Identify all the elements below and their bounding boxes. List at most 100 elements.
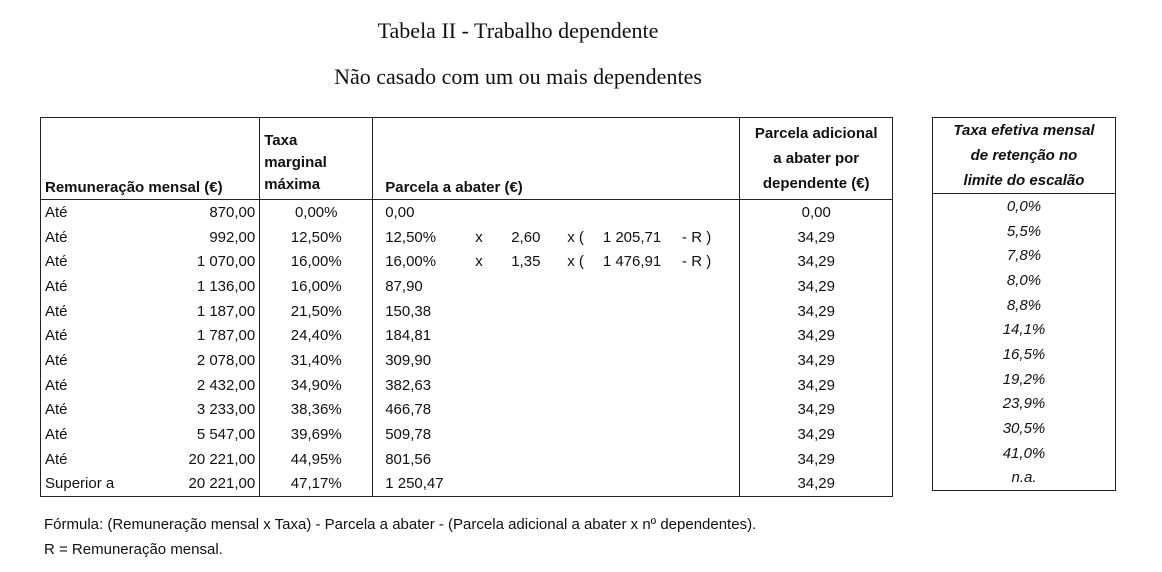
row-label: Até (45, 351, 68, 369)
formula-val: 1 476,91 (602, 253, 662, 271)
row-rate: 47,17% (259, 471, 374, 497)
row-parcela: 466,78 (372, 397, 741, 423)
side-row: 14,1% (933, 317, 1116, 342)
row-limit: 2 078,00 (118, 348, 261, 373)
header-taxa-line: Taxa (264, 132, 298, 149)
side-row: 8,0% (933, 268, 1116, 293)
row-rate: 0,00% (259, 199, 374, 225)
side-row: 7,8% (933, 243, 1116, 268)
table-row: Até 1 187,00 21,50% 150,38 34,29 (41, 298, 893, 324)
row-rate: 38,36% (259, 397, 374, 423)
row-adicional: 34,29 (797, 475, 835, 493)
row-limit: 870,00 (118, 199, 261, 225)
formula-rate: 12,50% (385, 228, 437, 246)
parcela-formula: 16,00% x 1,35 x (1 476,91 - R ) (385, 253, 735, 270)
row-parcela: 801,56 (372, 446, 741, 472)
row-parcela: 1 250,47 (372, 471, 741, 497)
side-row: 5,5% (933, 219, 1116, 244)
table-row: Até 5 547,00 39,69% 509,78 34,29 (41, 422, 893, 447)
side-table-body: 0,0% 5,5% 7,8% 8,0% 8,8% 14,1% 16,5% 19,2% 23,9%… (933, 194, 1116, 491)
row-efetiva: 8,8% (1006, 296, 1042, 314)
row-parcela: 382,63 (372, 372, 741, 398)
row-rate: 31,40% (259, 348, 374, 373)
row-limit: 1 187,00 (118, 298, 261, 324)
row-limit: 5 547,00 (118, 422, 261, 447)
row-rate: 34,90% (259, 372, 374, 398)
row-rate: 24,40% (259, 323, 374, 349)
row-label: Até (45, 253, 68, 271)
header-adicional-line: a abater por (773, 150, 860, 167)
formula-note: Fórmula: (Remuneração mensal x Taxa) - P… (44, 516, 757, 533)
row-rate: 16,00% (259, 249, 374, 275)
row-label: Até (45, 277, 68, 295)
row-label: Até (45, 376, 68, 394)
row-adicional: 34,29 (797, 228, 835, 246)
row-label: Até (45, 426, 68, 444)
side-row: 30,5% (933, 416, 1116, 441)
header-adicional-line: Parcela adicional (754, 125, 878, 142)
row-parcela: 184,81 (372, 323, 741, 349)
side-row: 41,0% (933, 441, 1116, 466)
row-adicional: 34,29 (797, 426, 835, 444)
page-subtitle: Não casado com um ou mais dependentes (334, 64, 702, 89)
row-parcela-formula: 12,50% x 2,60 x (1 205,71 - R ) (372, 224, 741, 250)
row-efetiva: 19,2% (1002, 370, 1046, 388)
table-row: Até 870,00 0,00% 0,00 0,00 (41, 199, 893, 225)
row-label: Superior a (45, 475, 115, 493)
formula-val: 1 205,71 (602, 228, 662, 246)
row-parcela: 509,78 (372, 422, 741, 447)
formula-open: x ( (567, 253, 584, 271)
header-adicional: Parcela adicional a abater por dependent… (739, 117, 893, 200)
row-efetiva: 41,0% (1002, 444, 1046, 462)
row-adicional: 34,29 (797, 376, 835, 394)
row-rate: 21,50% (259, 298, 374, 324)
header-remuneracao: Remuneração mensal (€) (40, 117, 261, 200)
row-parcela: 0,00 (372, 199, 741, 225)
row-limit: 1 787,00 (118, 323, 261, 349)
table-row: Até 1 070,00 16,00% 16,00% x 1,35 x (1 476,91-… (41, 249, 893, 275)
row-adicional: 34,29 (797, 401, 835, 419)
side-row: n.a. (933, 466, 1116, 491)
side-row: 0,0% (933, 194, 1116, 219)
row-parcela-formula: 16,00% x 1,35 x (1 476,91 - R ) (372, 249, 741, 275)
row-limit: 3 233,00 (118, 397, 261, 423)
table-header-row: Remuneração mensal (€) Taxa marginal máx… (40, 117, 893, 200)
formula-open: x ( (567, 228, 584, 246)
row-label: Até (45, 203, 68, 221)
row-limit: 992,00 (118, 224, 261, 250)
table-body: Até 870,00 0,00% 0,00 0,00 Até 992,00 12,50% 12,… (41, 199, 893, 497)
row-parcela: 150,38 (372, 298, 741, 324)
row-adicional: 34,29 (797, 327, 835, 345)
r-definition-note: R = Remuneração mensal. (44, 541, 223, 558)
side-row: 19,2% (933, 367, 1116, 392)
row-rate: 12,50% (259, 224, 374, 250)
table-row: Superior a 20 221,00 47,17% 1 250,47 34,29 (41, 471, 893, 497)
formula-r: - R ) (682, 253, 712, 271)
row-adicional: 34,29 (797, 351, 835, 369)
row-label: Até (45, 327, 68, 345)
page-title: Tabela II - Trabalho dependente (377, 18, 659, 43)
row-efetiva: 8,0% (1006, 271, 1042, 289)
withholding-table: Remuneração mensal (€) Taxa marginal máx… (40, 117, 894, 498)
row-efetiva: 7,8% (1006, 247, 1042, 265)
header-efetiva-line: de retenção no (970, 147, 1078, 164)
side-row: 8,8% (933, 293, 1116, 318)
table-row: Até 1 787,00 24,40% 184,81 34,29 (41, 323, 893, 349)
formula-rate: 16,00% (385, 253, 437, 271)
row-efetiva: 30,5% (1002, 420, 1046, 438)
row-rate: 39,69% (259, 422, 374, 447)
row-adicional: 34,29 (797, 450, 835, 468)
row-efetiva: 23,9% (1002, 395, 1046, 413)
table-row: Até 20 221,00 44,95% 801,56 34,29 (41, 446, 893, 472)
table-row: Até 2 432,00 34,90% 382,63 34,29 (41, 372, 893, 398)
row-efetiva: 0,0% (1006, 197, 1042, 215)
side-row: 23,9% (933, 392, 1116, 417)
header-parcela: Parcela a abater (€) (372, 117, 741, 200)
row-label: Até (45, 228, 68, 246)
table-row: Até 3 233,00 38,36% 466,78 34,29 (41, 397, 893, 423)
row-efetiva: n.a. (1011, 469, 1037, 487)
row-rate: 44,95% (259, 446, 374, 472)
header-adicional-line: dependente (€) (762, 175, 870, 192)
header-efetiva-line: limite do escalão (963, 172, 1085, 189)
formula-mult: 1,35 (511, 253, 541, 271)
